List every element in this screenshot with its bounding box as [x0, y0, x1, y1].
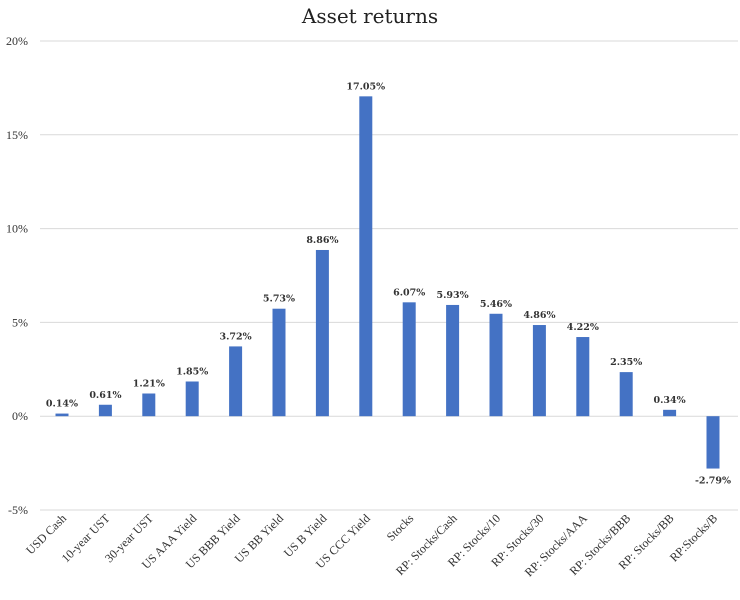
- bar: [402, 302, 416, 417]
- y-tick-label: -5%: [8, 503, 28, 517]
- data-label: 4.86%: [523, 310, 555, 321]
- data-label: 1.21%: [133, 379, 165, 390]
- y-tick-label: 20%: [6, 34, 28, 48]
- data-label: 2.35%: [610, 357, 642, 368]
- bar: [663, 409, 677, 417]
- bars: [55, 96, 720, 469]
- gridlines: [40, 40, 738, 511]
- y-tick-label: 15%: [6, 128, 28, 142]
- bar: [619, 372, 633, 417]
- bar: [706, 416, 720, 469]
- data-label: 17.05%: [346, 81, 385, 92]
- data-label: 0.34%: [654, 395, 686, 406]
- bar: [142, 393, 156, 417]
- y-tick-label: 5%: [12, 315, 28, 329]
- bar: [272, 308, 286, 417]
- bar: [229, 346, 243, 417]
- data-label: 0.14%: [46, 399, 78, 410]
- data-label: 1.85%: [176, 366, 208, 377]
- bar: [446, 304, 460, 417]
- data-label: 3.72%: [220, 331, 252, 342]
- y-tick-label: 10%: [6, 222, 28, 236]
- y-axis-ticks: -5% 0% 5% 10% 15% 20%: [6, 34, 28, 517]
- data-label: 4.22%: [567, 322, 599, 333]
- data-label: 8.86%: [306, 235, 338, 246]
- x-tick-label: Stocks: [384, 511, 417, 544]
- bar: [185, 381, 199, 417]
- bar: [315, 249, 329, 417]
- data-label: 5.46%: [480, 299, 512, 310]
- bar: [55, 413, 69, 417]
- data-label: 6.07%: [393, 287, 425, 298]
- bar: [532, 325, 546, 417]
- bar: [489, 313, 503, 417]
- data-label: 5.73%: [263, 294, 295, 305]
- data-label: -2.79%: [695, 476, 731, 487]
- bar: [576, 337, 590, 417]
- data-label: 0.61%: [89, 390, 121, 401]
- chart-title: Asset returns: [301, 4, 438, 28]
- bar: [359, 96, 373, 417]
- data-labels: 0.14% 0.61% 1.21% 1.85% 3.72% 5.73% 8.86% 17.05…: [46, 81, 731, 486]
- data-label: 5.93%: [437, 290, 469, 301]
- bar: [98, 404, 112, 417]
- y-tick-label: 0%: [12, 409, 28, 423]
